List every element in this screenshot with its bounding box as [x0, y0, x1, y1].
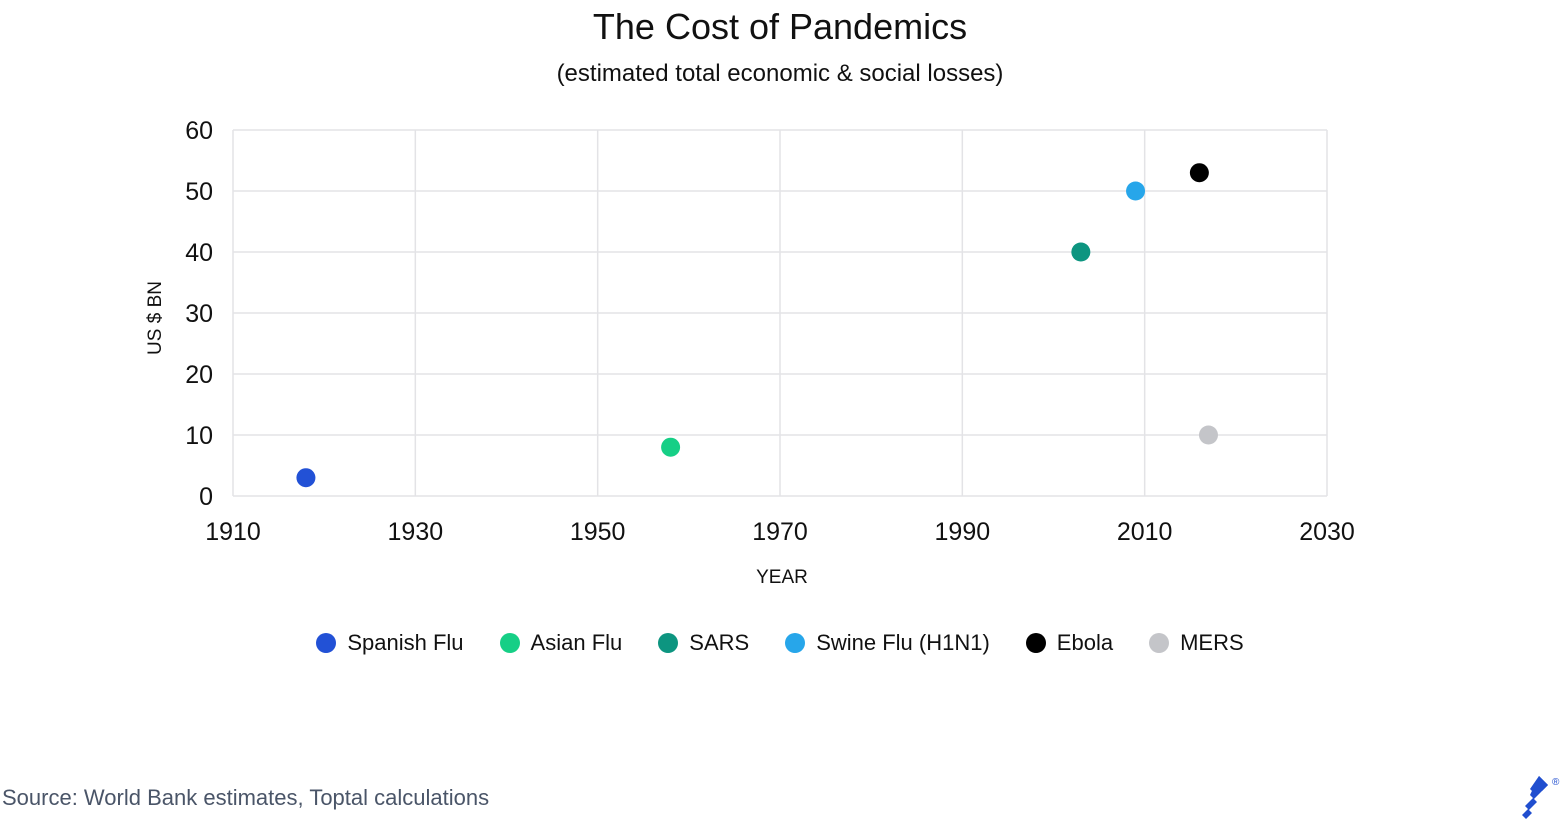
data-point-asian-flu	[661, 437, 681, 457]
tick-labels: 1910 1930 1950 1970 1990 2010 2030010203040506…	[185, 117, 1355, 546]
x-tick-label: 1950	[570, 518, 626, 546]
scatter-chart: 1910 1930 1950 1970 1990 2010 2030010203040506…	[145, 117, 1355, 588]
y-tick-label: 50	[185, 178, 213, 206]
legend-label: Swine Flu (H1N1)	[816, 630, 990, 655]
legend-item: Ebola	[1025, 630, 1114, 656]
y-tick-label: 20	[185, 361, 213, 389]
x-tick-label: 1970	[752, 518, 808, 546]
legend-swatch	[658, 633, 679, 653]
legend-swatch	[1025, 633, 1046, 653]
legend-label: MERS	[1180, 630, 1244, 655]
legend-label: SARS	[689, 630, 750, 655]
x-axis-label: YEAR	[756, 567, 808, 588]
y-axis-label: US $ BN	[145, 281, 166, 355]
data-point-ebola	[1189, 163, 1209, 183]
legend-item: SARS	[658, 630, 749, 656]
legend-swatch	[1149, 633, 1170, 653]
x-tick-label: 1930	[388, 518, 444, 546]
chart-legend: Spanish Flu Asian Flu SARS Swine Flu (H1N1)…	[0, 630, 1560, 656]
chart-title: The Cost of Pandemics	[592, 6, 968, 47]
chart-subtitle: (estimated total economic & social losse…	[556, 60, 1004, 87]
toptal-logo-icon: ®	[1518, 772, 1560, 825]
y-tick-label: 60	[185, 117, 213, 145]
y-tick-label: 10	[185, 422, 213, 450]
legend-label: Spanish Flu	[347, 630, 464, 655]
source-note: Source: World Bank estimates, Toptal cal…	[2, 785, 490, 810]
legend-item: Swine Flu (H1N1)	[785, 630, 990, 656]
data-point-swine-flu-h1n1	[1126, 181, 1146, 201]
legend-item: MERS	[1149, 630, 1244, 656]
registered-mark: ®	[1552, 777, 1560, 788]
y-tick-label: 40	[185, 239, 213, 267]
data-point-sars	[1071, 242, 1091, 262]
grid-lines	[232, 129, 1328, 497]
x-tick-label: 2010	[1117, 518, 1173, 546]
x-tick-label: 1990	[935, 518, 991, 546]
legend-swatch	[499, 633, 520, 653]
x-tick-label: 1910	[205, 518, 261, 546]
legend-label: Asian Flu	[530, 630, 623, 655]
x-tick-label: 2030	[1299, 518, 1355, 546]
data-point-spanish-flu	[296, 468, 316, 488]
legend-item: Asian Flu	[499, 630, 623, 656]
legend-swatch	[785, 633, 806, 653]
y-tick-label: 30	[185, 300, 213, 328]
legend-swatch	[316, 633, 337, 653]
y-tick-label: 0	[199, 483, 213, 511]
data-points	[296, 163, 1218, 488]
data-point-mers	[1198, 425, 1218, 445]
legend-item: Spanish Flu	[316, 630, 464, 656]
legend-label: Ebola	[1056, 630, 1114, 655]
